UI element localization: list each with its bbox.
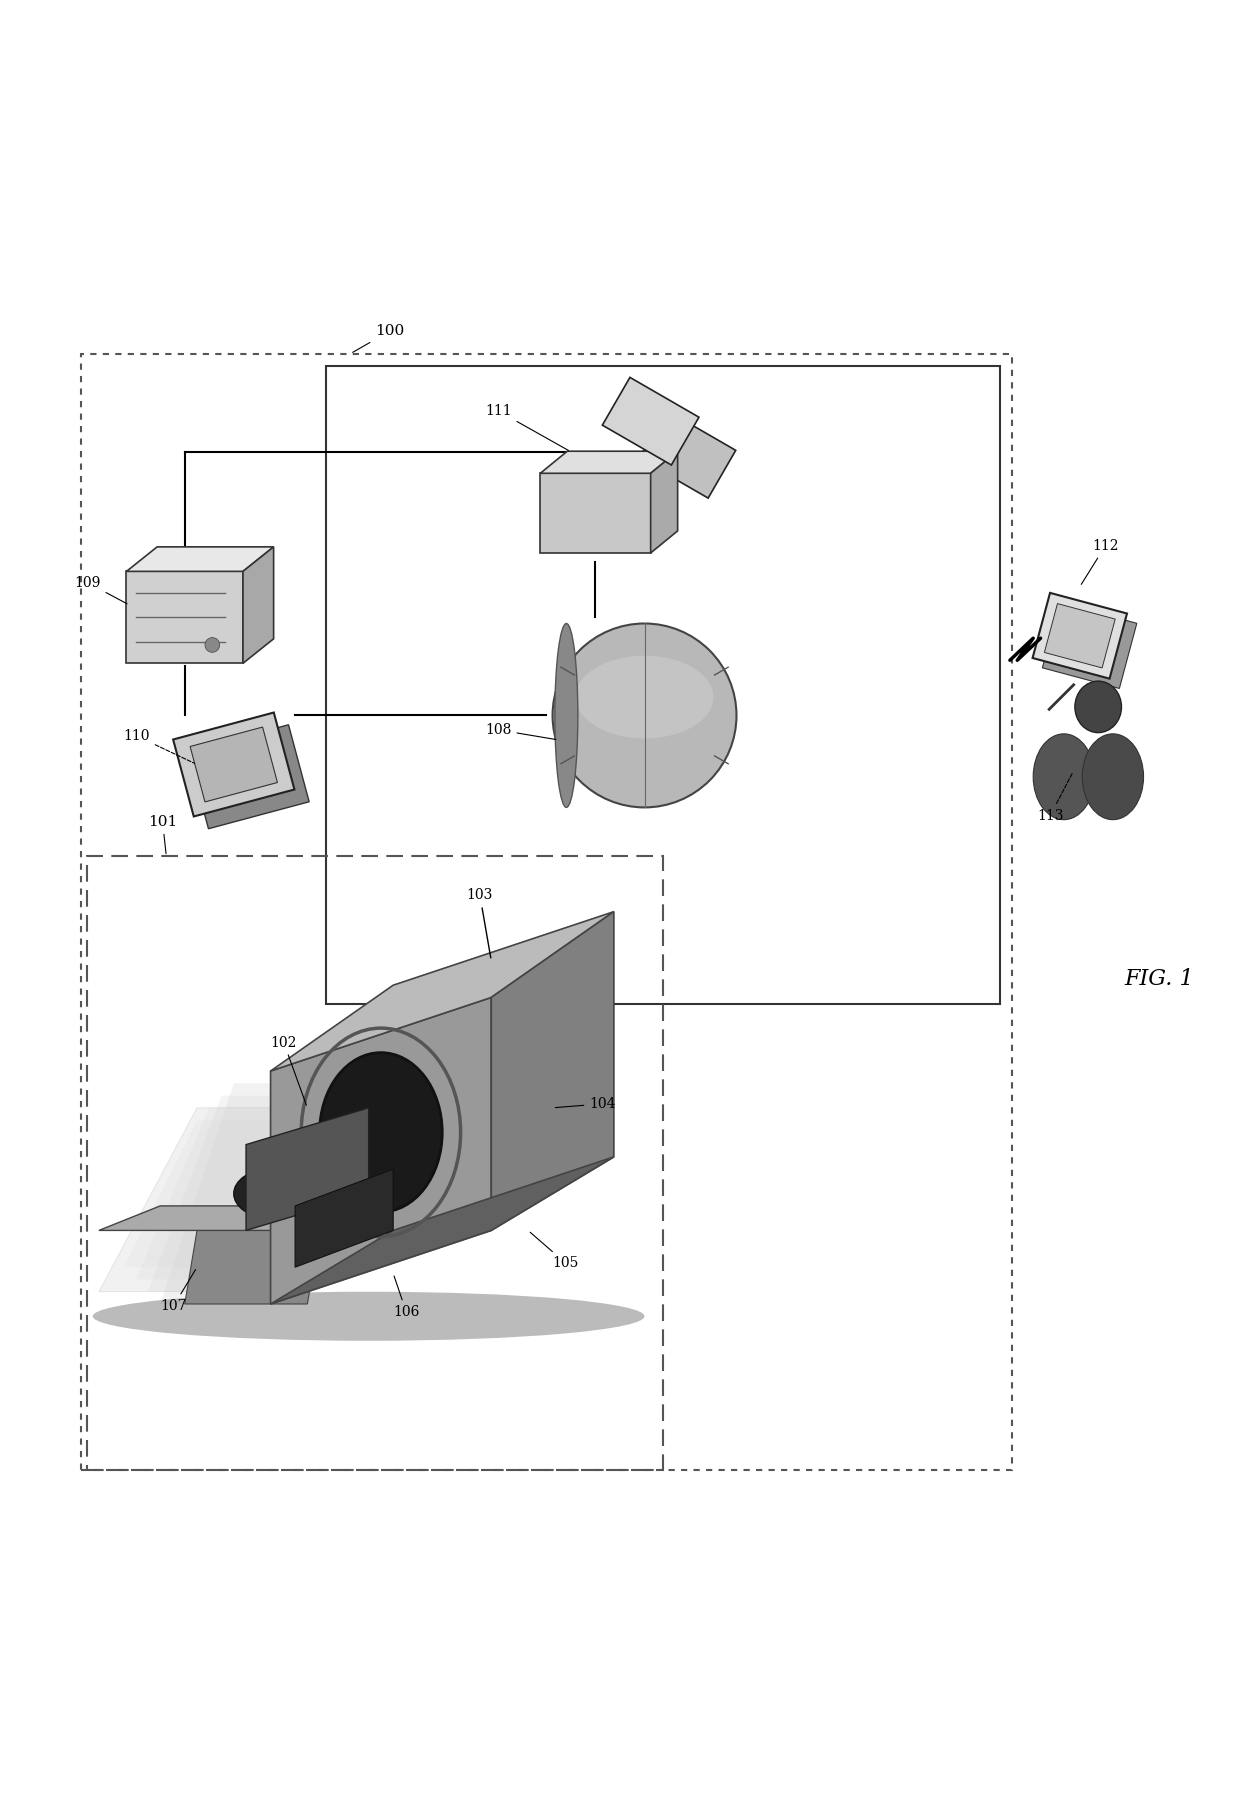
Polygon shape xyxy=(1044,603,1115,668)
Polygon shape xyxy=(270,911,614,1070)
Polygon shape xyxy=(243,547,274,663)
Text: 102: 102 xyxy=(270,1036,306,1105)
Text: 109: 109 xyxy=(74,576,128,603)
Text: 106: 106 xyxy=(393,1277,419,1318)
Polygon shape xyxy=(148,1096,368,1291)
Text: 101: 101 xyxy=(148,815,177,853)
Text: 105: 105 xyxy=(531,1231,579,1270)
Text: 100: 100 xyxy=(352,324,404,353)
Polygon shape xyxy=(126,572,243,663)
Text: 104: 104 xyxy=(556,1097,616,1110)
Polygon shape xyxy=(190,726,278,802)
Polygon shape xyxy=(246,1108,368,1230)
Text: 111: 111 xyxy=(485,404,568,451)
Polygon shape xyxy=(187,724,309,829)
Polygon shape xyxy=(1043,603,1137,688)
Circle shape xyxy=(205,637,219,652)
Ellipse shape xyxy=(234,1170,308,1219)
Circle shape xyxy=(553,623,737,808)
Ellipse shape xyxy=(1033,733,1095,820)
Ellipse shape xyxy=(554,623,578,808)
Text: 112: 112 xyxy=(1081,540,1118,585)
Polygon shape xyxy=(185,1230,320,1304)
Text: 108: 108 xyxy=(485,723,556,739)
Polygon shape xyxy=(174,712,294,817)
Polygon shape xyxy=(160,1083,381,1304)
Polygon shape xyxy=(541,451,677,473)
Polygon shape xyxy=(270,1157,614,1304)
Ellipse shape xyxy=(575,656,713,739)
Polygon shape xyxy=(99,1206,418,1230)
Polygon shape xyxy=(99,1108,393,1291)
Polygon shape xyxy=(651,451,677,552)
Ellipse shape xyxy=(1075,681,1121,733)
Ellipse shape xyxy=(1083,733,1143,820)
Text: 113: 113 xyxy=(1037,773,1073,822)
Ellipse shape xyxy=(320,1052,443,1212)
Text: 107: 107 xyxy=(160,1270,196,1313)
Ellipse shape xyxy=(93,1291,645,1340)
Polygon shape xyxy=(639,411,735,498)
Polygon shape xyxy=(1033,592,1127,679)
Polygon shape xyxy=(541,473,651,552)
Text: 110: 110 xyxy=(124,730,195,762)
Polygon shape xyxy=(126,547,274,572)
Text: FIG. 1: FIG. 1 xyxy=(1125,969,1194,991)
Polygon shape xyxy=(135,1108,356,1279)
Text: 103: 103 xyxy=(466,889,494,958)
Polygon shape xyxy=(491,911,614,1230)
Polygon shape xyxy=(603,377,699,465)
Polygon shape xyxy=(124,1119,345,1268)
Polygon shape xyxy=(270,998,491,1304)
Polygon shape xyxy=(295,1170,393,1268)
